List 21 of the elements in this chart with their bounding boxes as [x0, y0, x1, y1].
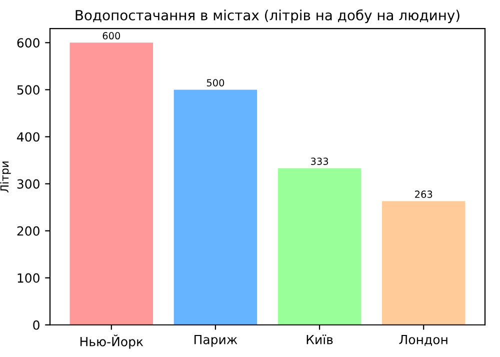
data-label: 500: [206, 79, 224, 86]
bar: [70, 42, 154, 325]
data-label: 333: [310, 158, 328, 165]
x-tick-label: Лондон: [399, 334, 448, 346]
y-axis-title: Літри: [0, 162, 11, 192]
x-tick-label: Нью-Йорк: [80, 334, 144, 349]
bar: [382, 201, 466, 325]
x-tick-label: Київ: [306, 334, 333, 344]
data-label: 600: [102, 32, 120, 40]
bar: [174, 90, 258, 325]
x-tick-label: Париж: [194, 334, 238, 347]
y-tick-label: 500: [17, 85, 40, 95]
data-label: 263: [415, 190, 432, 198]
chart-title: Водопостачання в містах (літрів на добу на людину): [76, 9, 460, 24]
y-tick-label: 400: [17, 132, 40, 142]
y-tick-label: 300: [17, 179, 40, 189]
y-tick-label: 0: [33, 320, 40, 330]
y-tick-label: 100: [18, 273, 40, 283]
y-tick-label: 200: [17, 226, 40, 236]
y-tick-label: 600: [17, 38, 40, 48]
bar: [278, 168, 362, 325]
